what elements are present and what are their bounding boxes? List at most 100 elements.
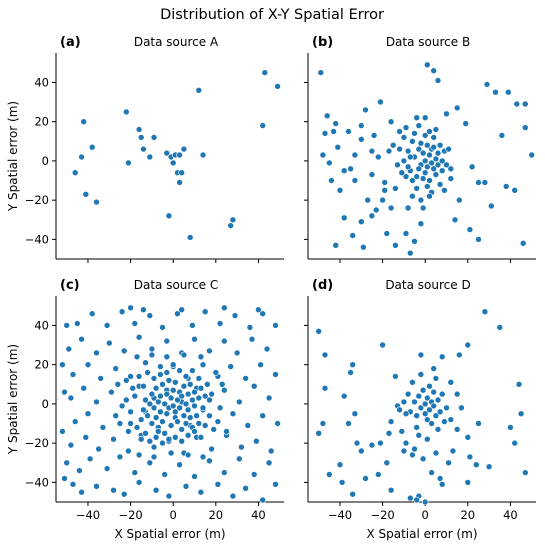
scatter-point: [229, 216, 237, 224]
scatter-point: [404, 147, 412, 155]
scatter-point: [221, 386, 228, 394]
scatter-point: [236, 455, 243, 463]
scatter-point: [140, 406, 147, 414]
scatter-point: [272, 371, 279, 378]
scatter-point: [402, 230, 410, 237]
scatter-point: [387, 204, 395, 212]
scatter-point: [451, 216, 459, 224]
scatter-point: [379, 341, 386, 349]
scatter-point: [387, 118, 395, 125]
scatter-point: [172, 378, 179, 386]
scatter-point: [140, 145, 147, 153]
scatter-point: [184, 451, 192, 459]
scatter-point: [201, 308, 209, 316]
scatter-point: [67, 441, 75, 449]
scatter-point: [511, 187, 519, 194]
panel-letter: (d): [312, 278, 333, 293]
scatter-points: [59, 304, 281, 504]
scatter-point: [415, 122, 423, 129]
scatter-point: [415, 165, 423, 173]
scatter-point: [434, 77, 442, 84]
scatter-point: [421, 157, 429, 165]
scatter-point: [148, 390, 156, 398]
scatter-point: [430, 365, 438, 372]
scatter-point: [161, 400, 168, 408]
scatter-point: [229, 492, 237, 500]
scatter-point: [419, 455, 427, 463]
scatter-point: [438, 390, 446, 398]
scatter-point: [447, 416, 455, 423]
scatter-point: [362, 475, 369, 482]
scatter-point: [176, 461, 183, 469]
scatter-point: [321, 384, 329, 392]
scatter-point: [150, 375, 158, 382]
scatter-point: [127, 373, 134, 380]
scatter-point: [445, 145, 452, 153]
panel-1: (a) Data source A −40 −20 0 20 40 Y Spatial err…: [6, 35, 284, 263]
scatter-point: [146, 312, 154, 319]
scatter-point: [206, 412, 213, 420]
scatter-point: [163, 337, 171, 345]
scatter-point: [93, 349, 100, 357]
y-tick-label: −20: [25, 193, 49, 207]
scatter-point: [402, 173, 410, 180]
scatter-point: [426, 192, 433, 200]
scatter-point: [357, 218, 365, 225]
scatter-point: [123, 396, 130, 404]
scatter-point: [472, 461, 480, 469]
scatter-point: [475, 236, 482, 243]
scatter-point: [374, 153, 382, 161]
scatter-point: [248, 335, 256, 343]
scatter-point: [137, 416, 145, 423]
scatter-point: [265, 459, 273, 467]
scatter-point: [415, 431, 423, 439]
scatter-point: [396, 128, 403, 135]
scatter-point: [180, 412, 188, 420]
scatter-point: [330, 128, 337, 135]
scatter-point: [165, 435, 173, 443]
scatter-point: [223, 428, 230, 435]
scatter-point: [394, 161, 401, 169]
scatter-point: [417, 139, 425, 147]
scatter-point: [417, 371, 425, 378]
scatter-point: [398, 428, 406, 435]
scatter-point: [453, 390, 461, 398]
scatter-point: [432, 375, 440, 382]
scatter-point: [103, 465, 111, 472]
scatter-point: [413, 496, 421, 504]
scatter-point: [197, 488, 205, 496]
scatter-point: [325, 159, 333, 167]
scatter-point: [155, 428, 162, 435]
scatter-point: [116, 420, 124, 427]
scatter-point: [436, 181, 444, 188]
scatter-point: [417, 196, 425, 204]
y-tick-label: 0: [42, 154, 49, 168]
scatter-point: [84, 410, 92, 418]
scatter-point: [368, 441, 376, 449]
scatter-point: [426, 382, 433, 390]
scatter-point: [182, 420, 190, 427]
panel-letter: (b): [312, 35, 333, 50]
scatter-point: [169, 402, 177, 410]
figure-title: Distribution of X-Y Spatial Error: [160, 7, 384, 23]
scatter-point: [345, 128, 352, 135]
scatter-point: [413, 412, 421, 420]
x-tick-label: −40: [328, 508, 352, 522]
scatter-point: [238, 443, 245, 451]
scatter-point: [421, 114, 429, 121]
scatter-point: [161, 471, 168, 478]
scatter-point: [97, 375, 104, 382]
scatter-point: [99, 424, 107, 431]
scatter-point: [186, 234, 194, 241]
scatter-point: [409, 138, 416, 145]
scatter-point: [110, 435, 117, 443]
scatter-point: [71, 169, 79, 176]
scatter-point: [84, 361, 92, 369]
scatter-point: [159, 439, 166, 447]
scatter-point: [321, 351, 329, 359]
scatter-point: [332, 120, 340, 127]
scatter-point: [332, 242, 340, 249]
scatter-point: [246, 324, 254, 331]
scatter-point: [413, 424, 421, 431]
scatter-point: [61, 475, 68, 482]
